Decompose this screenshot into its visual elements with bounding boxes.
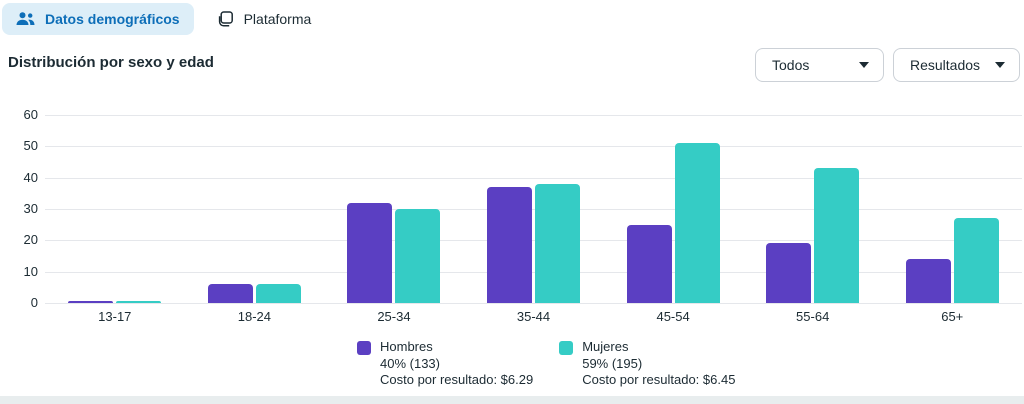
x-axis-labels: 13-17 18-24 25-34 35-44 45-54 55-64 65+ <box>45 309 1022 324</box>
dropdown-value: Resultados <box>910 57 981 73</box>
bar-hombres-35-44[interactable] <box>487 187 533 303</box>
bar-group-45-54 <box>603 115 743 303</box>
bar-hombres-55-64[interactable] <box>766 243 812 303</box>
gridline <box>45 303 1022 304</box>
bar-mujeres-45-54[interactable] <box>674 143 720 303</box>
bar-group-18-24 <box>185 115 325 303</box>
bar-group-13-17 <box>45 115 185 303</box>
bar-group-35-44 <box>464 115 604 303</box>
legend-series-name: Mujeres <box>582 339 629 354</box>
chart-title: Distribución por sexo y edad <box>8 54 214 71</box>
bar-group-25-34 <box>324 115 464 303</box>
section-divider <box>0 396 1024 404</box>
bar-hombres-18-24[interactable] <box>207 284 253 303</box>
gridline <box>45 146 1022 148</box>
y-tick-label: 40 <box>23 169 38 185</box>
bar-hombres-13-17[interactable] <box>68 301 114 303</box>
bar-mujeres-25-34[interactable] <box>395 209 441 303</box>
bar-mujeres-65+[interactable] <box>953 218 999 303</box>
gridline <box>45 271 1022 273</box>
gridline <box>45 115 1022 116</box>
chart-legend: Hombres 40% (133) Costo por resultado: $… <box>357 339 735 389</box>
gridline <box>45 209 1022 210</box>
chevron-down-icon <box>859 62 869 68</box>
y-axis-labels: 60 50 40 30 20 10 0 <box>0 107 38 310</box>
bar-groups <box>45 115 1022 303</box>
legend-series-name: Hombres <box>380 339 433 354</box>
x-tick-label: 65+ <box>941 309 964 324</box>
bar-chart-plot <box>45 115 1022 304</box>
bar-mujeres-18-24[interactable] <box>255 284 301 303</box>
x-tick-label: 25-34 <box>377 309 411 324</box>
x-tick-label: 45-54 <box>656 309 690 324</box>
legend-series-summary: 59% (195) <box>582 355 643 371</box>
copy-icon <box>218 11 234 27</box>
mujeres-swatch <box>559 341 574 355</box>
chevron-down-icon <box>995 62 1005 68</box>
legend-series-cost: Costo por resultado: $6.29 <box>380 372 534 387</box>
tab-datos-demograficos[interactable]: Datos demográficos <box>2 3 194 35</box>
gridline <box>45 240 1022 242</box>
legend-item-hombres: Hombres 40% (133) Costo por resultado: $… <box>357 339 533 389</box>
x-tick-label: 55-64 <box>796 309 830 324</box>
tab-label: Plataforma <box>243 11 312 27</box>
legend-series-cost: Costo por resultado: $6.45 <box>582 372 736 387</box>
legend-series-summary: 40% (133) <box>380 355 440 371</box>
hombres-swatch <box>357 341 371 355</box>
bar-mujeres-13-17[interactable] <box>116 301 162 303</box>
bar-hombres-45-54[interactable] <box>626 224 672 303</box>
bar-group-55-64 <box>743 115 883 303</box>
gridline <box>45 177 1022 179</box>
people-icon <box>16 12 35 26</box>
bar-group-65+ <box>882 115 1022 303</box>
bar-hombres-65+[interactable] <box>905 259 951 303</box>
legend-item-mujeres: Mujeres 59% (195) Costo por resultado: $… <box>559 339 735 389</box>
x-tick-label: 13-17 <box>98 309 132 324</box>
tab-label: Datos demográficos <box>45 11 180 27</box>
report-tabs: Datos demográficos Plataforma <box>2 3 325 35</box>
y-tick-label: 10 <box>23 263 38 279</box>
y-tick-label: 20 <box>23 232 38 248</box>
metric-filter-dropdown[interactable]: Resultados <box>893 48 1020 82</box>
tab-plataforma[interactable]: Plataforma <box>204 3 326 35</box>
y-tick-label: 60 <box>23 107 38 122</box>
bar-mujeres-55-64[interactable] <box>814 168 860 303</box>
x-tick-label: 18-24 <box>237 309 271 324</box>
bar-hombres-25-34[interactable] <box>347 202 393 303</box>
gender-filter-dropdown[interactable]: Todos <box>755 48 884 82</box>
dropdown-value: Todos <box>772 57 810 73</box>
y-tick-label: 50 <box>23 138 38 154</box>
x-tick-label: 35-44 <box>516 309 551 324</box>
y-tick-label: 0 <box>30 295 38 310</box>
y-tick-label: 30 <box>23 201 38 216</box>
bar-mujeres-35-44[interactable] <box>535 183 581 303</box>
